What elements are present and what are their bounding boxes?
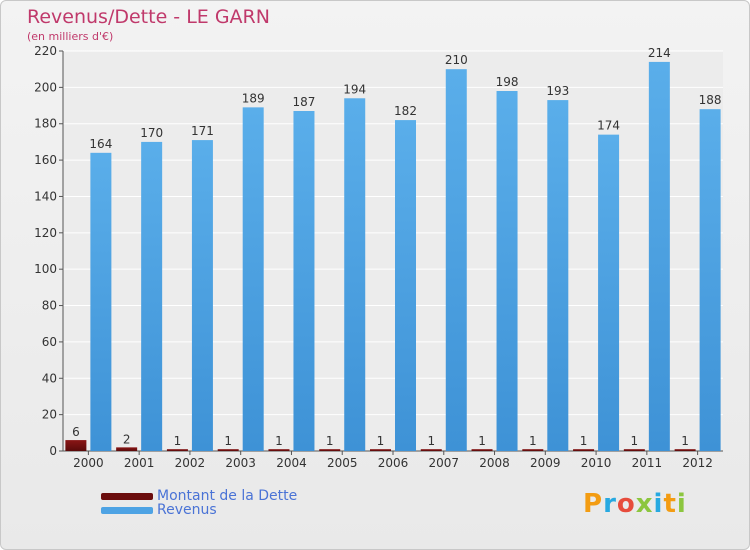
data-label-dette: 2 [123,432,131,446]
y-tick-label: 200 [34,80,57,94]
data-label-dette: 1 [427,434,435,448]
bar-revenus [699,109,721,451]
data-label-dette: 1 [529,434,537,448]
y-tick-label: 40 [42,371,57,385]
y-tick-label: 220 [34,44,57,58]
bar-revenus [445,69,467,451]
logo-letter: P [583,489,604,519]
logo-letter: i [653,489,664,519]
x-tick-label: 2012 [682,456,713,470]
x-tick-label: 2009 [530,456,561,470]
bar-dette [674,449,696,451]
bar-dette [268,449,290,451]
bar-revenus [496,91,518,451]
bar-revenus [648,61,670,452]
data-label-dette: 1 [478,434,486,448]
data-label-dette: 1 [275,434,283,448]
data-label-revenus: 187 [293,95,316,109]
x-tick-label: 2006 [378,456,409,470]
logo-letter: o [616,489,636,519]
logo-letter: i [676,489,687,519]
data-label-dette: 1 [224,434,232,448]
x-tick-label: 2005 [327,456,358,470]
bar-dette [573,449,595,451]
data-label-dette: 1 [377,434,385,448]
x-tick-label: 2000 [73,456,104,470]
x-tick-label: 2008 [479,456,510,470]
y-tick-label: 0 [49,444,57,458]
bar-revenus [242,107,264,451]
y-tick-label: 80 [42,299,57,313]
bar-dette [319,449,341,451]
data-label-revenus: 171 [191,124,214,138]
bar-revenus [141,141,163,451]
bar-dette [471,449,493,451]
data-label-revenus: 214 [648,46,671,60]
logo-letter: x [635,489,654,519]
bar-revenus [395,120,416,451]
data-label-revenus: 170 [140,126,163,140]
bar-dette [166,449,188,451]
data-label-revenus: 210 [445,53,468,67]
bar-revenus [598,134,620,452]
bar-dette [217,449,239,451]
bar-dette [370,449,391,451]
proxiti-logo: Proxiti [583,489,687,519]
bar-dette [420,449,442,451]
x-tick-label: 2002 [175,456,206,470]
logo-letter: r [603,489,617,519]
x-tick-label: 2007 [428,456,459,470]
legend-swatch-revenus [101,507,153,514]
x-tick-label: 2003 [225,456,256,470]
legend-label-revenus: Revenus [157,502,217,518]
y-tick-label: 100 [34,262,57,276]
bar-dette [623,449,645,451]
data-label-dette: 1 [681,434,689,448]
y-tick-label: 140 [34,189,57,203]
x-tick-label: 2004 [276,456,307,470]
bar-dette [65,440,87,451]
y-tick-label: 120 [34,226,57,240]
legend-label-dette: Montant de la Dette [157,488,298,504]
y-tick-label: 20 [42,408,57,422]
bar-dette [522,449,544,451]
x-tick-label: 2001 [124,456,155,470]
data-label-revenus: 194 [343,82,366,96]
data-label-revenus: 164 [89,137,112,151]
y-tick-label: 180 [34,117,57,131]
data-label-revenus: 182 [394,104,417,118]
chart-title: Revenus/Dette - LE GARN [27,6,270,28]
bar-dette [116,447,138,451]
x-tick-label: 2010 [581,456,612,470]
data-label-revenus: 174 [597,119,620,133]
x-tick-label: 2011 [632,456,663,470]
y-tick-label: 160 [34,153,57,167]
data-label-dette: 6 [72,425,80,439]
data-label-dette: 1 [631,434,639,448]
bar-revenus [191,140,213,451]
legend-swatch-dette [101,493,153,500]
data-label-revenus: 188 [699,93,722,107]
data-label-revenus: 189 [242,91,265,105]
data-label-dette: 1 [174,434,182,448]
y-tick-label: 60 [42,335,57,349]
data-label-dette: 1 [580,434,588,448]
data-label-revenus: 198 [496,75,519,89]
bar-revenus [90,152,112,451]
data-label-dette: 1 [326,434,334,448]
bar-revenus [344,98,366,451]
chart-subtitle: (en milliers d'€) [27,30,114,43]
data-label-revenus: 193 [546,84,569,98]
logo-letter: t [663,489,677,519]
bar-revenus [547,100,569,451]
bar-revenus [293,111,315,451]
